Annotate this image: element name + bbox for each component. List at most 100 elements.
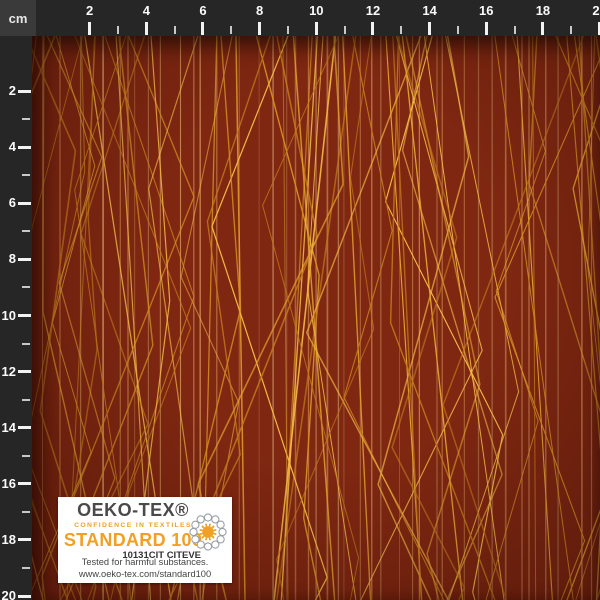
gold-thread-line <box>494 57 600 600</box>
gold-thread-line <box>197 36 344 600</box>
certification-label: OEKO-TEX® CONFIDENCE IN TEXTILES STANDAR… <box>58 497 232 583</box>
flower-petal-circle <box>211 515 220 524</box>
gold-thread-line <box>255 36 322 600</box>
gold-thread-line <box>148 36 199 600</box>
gold-thread-line <box>292 36 336 600</box>
flower-petal-circle <box>191 535 200 544</box>
fabric-pattern <box>32 36 600 600</box>
ruler-tick <box>18 370 31 374</box>
ruler-tick <box>484 22 488 35</box>
gold-thread-line <box>401 36 464 600</box>
gold-thread-line <box>74 36 127 600</box>
ruler-tick <box>513 26 516 34</box>
gold-thread-line <box>211 36 328 600</box>
gold-thread-line <box>442 36 585 600</box>
flower-petal-circle <box>216 535 225 544</box>
ruler-number: 8 <box>8 251 16 267</box>
certificate-number: 10131CIT CITEVE <box>122 550 201 561</box>
flower-petal-circle <box>218 527 227 537</box>
ruler-tick <box>22 118 30 121</box>
gold-thread-line <box>573 36 600 223</box>
ruler-number: 12 <box>1 363 16 379</box>
ruler-tick <box>456 26 459 34</box>
ruler-number: 10 <box>1 307 16 323</box>
ruler-number: 16 <box>1 475 16 491</box>
gold-thread-line <box>88 36 154 600</box>
ruler-number: 14 <box>1 419 16 435</box>
ruler-tick <box>400 26 403 34</box>
oeko-tex-brand: OEKO-TEX® <box>77 500 189 520</box>
ruler-tick <box>144 22 148 35</box>
gold-thread-line <box>61 36 98 600</box>
ruler-tick <box>18 314 31 317</box>
gold-thread-line <box>41 36 195 600</box>
ruler-unit: cm <box>0 0 36 36</box>
ruler-number: 20 <box>1 588 16 600</box>
ruler-number: 4 <box>142 3 150 18</box>
tested-text: Tested for harmful substances. <box>81 557 209 567</box>
gold-thread-line <box>276 36 375 600</box>
gold-thread-line <box>392 36 422 600</box>
gold-thread-line <box>401 36 503 600</box>
gold-thread-line <box>566 36 600 451</box>
flower-sun-core <box>202 526 214 538</box>
ruler-tick <box>286 26 289 34</box>
ruler-number: 6 <box>199 3 207 18</box>
gold-thread-line <box>494 36 574 600</box>
ruler-tick <box>22 398 30 401</box>
gold-thread-line <box>445 36 520 600</box>
gold-thread-line <box>360 36 483 600</box>
ruler-tick <box>18 426 31 430</box>
ruler-tick <box>371 22 375 35</box>
ruler-tick <box>22 286 30 289</box>
ruler-number: 2 <box>8 83 16 99</box>
ruler-tick <box>428 22 432 35</box>
ruler-number: 10 <box>309 3 324 18</box>
ruler-tick <box>258 22 262 35</box>
gold-thread-line <box>384 36 504 600</box>
gold-thread-line <box>305 36 450 600</box>
gold-thread-line <box>578 36 600 374</box>
gold-thread-line <box>391 36 466 600</box>
gold-thread-line <box>32 47 97 600</box>
ruler-tick <box>570 26 573 34</box>
ruler-number: 14 <box>422 3 437 18</box>
gold-thread-line <box>282 36 289 600</box>
gold-thread-line <box>342 36 372 600</box>
gold-thread-line <box>306 36 357 600</box>
ruler-unit-label: cm <box>8 10 28 26</box>
gold-thread-line <box>280 36 319 600</box>
ruler-tick <box>173 26 176 34</box>
gold-thread-line <box>273 36 337 600</box>
ruler-tick <box>314 22 318 35</box>
gold-thread-line <box>377 36 470 600</box>
ruler-tick <box>18 538 31 542</box>
ruler-tick <box>22 510 30 513</box>
flower-petal-circle <box>211 540 220 549</box>
flower-petal-circle <box>196 515 205 524</box>
gold-thread-line <box>262 36 360 600</box>
ruler-tick <box>18 89 31 93</box>
ruler-tick <box>22 454 30 457</box>
certification-footer: Tested for harmful substances. www.oeko-… <box>58 557 232 580</box>
oeko-tex-standard: STANDARD 100 <box>63 530 203 550</box>
ruler-tick <box>18 594 31 598</box>
ruler-tick <box>18 201 31 205</box>
flower-petal-circle <box>189 527 198 537</box>
ruler-tick <box>22 566 30 569</box>
ruler-number: 6 <box>8 195 16 211</box>
gold-thread-line <box>59 36 149 600</box>
ruler-tick <box>18 145 31 149</box>
ruler-number: 16 <box>479 3 494 18</box>
ruler-tick <box>116 26 119 34</box>
flower-petal-circle <box>196 540 205 549</box>
ruler-tick <box>201 22 205 35</box>
ruler-number: 4 <box>8 139 16 155</box>
certification-text-column: OEKO-TEX® CONFIDENCE IN TEXTILES STANDAR… <box>63 500 203 561</box>
oeko-tex-url: www.oeko-tex.com/standard100 <box>78 569 212 579</box>
ruler-number: 2 <box>86 3 94 18</box>
gold-thread-line <box>343 36 445 600</box>
top-ruler: 2 4 6 8 10 12 14 16 18 20 <box>0 0 600 36</box>
gold-thread-line <box>405 36 481 600</box>
